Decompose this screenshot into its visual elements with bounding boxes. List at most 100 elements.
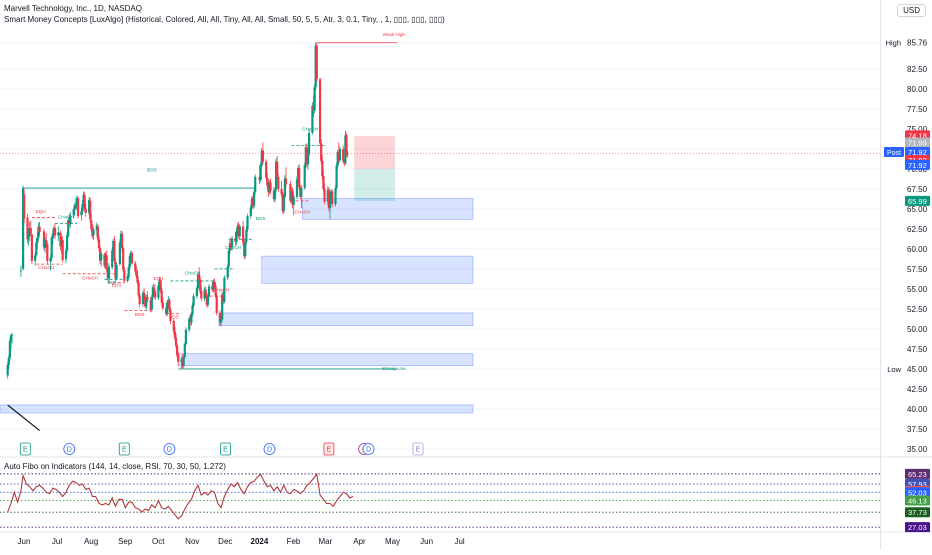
candle-body	[211, 286, 214, 290]
price-axis-label-bg	[905, 137, 930, 148]
candle	[313, 84, 316, 114]
order-block-zone	[177, 353, 474, 367]
event-marker-letter: E	[122, 447, 127, 454]
time-tick-label: Feb	[287, 537, 301, 546]
event-marker[interactable]: D	[63, 443, 76, 455]
candle	[200, 285, 203, 301]
candle	[11, 332, 14, 344]
candle-body	[80, 211, 83, 216]
event-marker[interactable]: D	[263, 443, 276, 455]
candle	[273, 187, 277, 203]
price-tick-label: 60.00	[907, 245, 928, 254]
candle	[265, 159, 268, 181]
candle-body	[121, 233, 124, 249]
candle-body	[334, 188, 337, 205]
candle-body	[323, 188, 326, 202]
candle-body	[306, 154, 310, 165]
candle	[122, 246, 125, 273]
candle	[215, 292, 218, 316]
candle	[166, 300, 169, 317]
event-marker[interactable]: D	[362, 443, 375, 455]
candle-body	[223, 277, 226, 302]
price-tick-label: 42.50	[907, 385, 928, 394]
event-marker[interactable]: E	[220, 442, 231, 456]
candle	[218, 310, 222, 326]
rsi-axis-label: 27.03	[905, 522, 930, 533]
candle	[298, 164, 301, 190]
candle-body	[300, 188, 303, 197]
candle-body	[242, 226, 245, 243]
candle	[319, 77, 322, 146]
order-block-zone	[0, 404, 474, 414]
event-marker[interactable]: E	[19, 442, 31, 456]
event-marker-shape	[63, 443, 76, 455]
rsi-line	[7, 472, 354, 520]
smc-label: BOS	[112, 283, 122, 288]
candle-body	[261, 150, 264, 162]
candle-body	[303, 164, 306, 189]
candle	[320, 139, 323, 165]
candle	[338, 146, 341, 163]
candle	[177, 351, 180, 366]
candle-body	[319, 79, 322, 144]
candle-body	[146, 296, 149, 301]
candle	[9, 333, 13, 349]
candle	[137, 280, 140, 298]
event-marker-shape	[19, 442, 31, 456]
event-marker-letter: D	[67, 447, 72, 454]
candle-body	[173, 331, 176, 338]
smc-label: CHoCH	[38, 265, 54, 270]
event-marker-letter: D	[167, 447, 172, 454]
candle-body	[183, 344, 186, 357]
candle-body	[6, 364, 9, 376]
smc-label: BOS	[147, 167, 157, 172]
order-block-zone	[218, 312, 474, 327]
time-tick-label: Sep	[118, 537, 133, 546]
event-marker[interactable]: E	[323, 442, 335, 456]
candle-body	[276, 161, 279, 177]
candle	[57, 226, 60, 241]
event-marker[interactable]: E	[412, 442, 424, 456]
candle	[84, 204, 87, 217]
candle-body	[205, 296, 208, 305]
smc-label: CHoCH	[213, 287, 229, 292]
price-tick-label: 65.00	[907, 205, 928, 214]
event-marker[interactable]: D	[163, 443, 176, 455]
price-axis-label-text: 65.99	[908, 197, 927, 206]
smc-indicator-legend[interactable]: Smart Money Concepts [LuxAlgo] (Historic…	[4, 15, 445, 24]
candle-body	[36, 237, 39, 243]
candle	[254, 174, 257, 195]
candle-body	[57, 232, 60, 236]
price-tick-label: 35.00	[907, 445, 928, 454]
fibo-indicator-legend[interactable]: Auto Fibo on Indicators (144, 14, close,…	[4, 462, 226, 471]
candle-body	[277, 176, 280, 189]
candle	[346, 150, 349, 158]
candle	[50, 236, 53, 261]
candle-body	[265, 161, 268, 178]
candle	[322, 169, 325, 192]
candle-body	[221, 294, 224, 320]
candle-body	[199, 279, 202, 292]
event-marker-shape	[220, 442, 231, 456]
candle-body	[195, 288, 198, 297]
currency-badge[interactable]: USD	[897, 4, 926, 17]
candle-body	[11, 334, 14, 336]
candle	[113, 236, 116, 264]
candle-body	[152, 287, 156, 292]
order-block-zone	[302, 198, 474, 220]
candle-body	[105, 255, 108, 270]
candle	[282, 193, 285, 214]
candle	[8, 338, 11, 361]
candle	[284, 167, 288, 188]
candle	[321, 155, 324, 180]
price-axis-label-bg	[905, 195, 930, 206]
price-axis-label-bg	[905, 147, 930, 158]
time-tick-label: Mar	[319, 537, 333, 546]
candle-body	[273, 189, 277, 200]
price-tick-label: 50.00	[907, 325, 928, 334]
price-axis-label: 71.92	[905, 159, 930, 170]
event-marker[interactable]: E	[118, 442, 130, 456]
price-tick-label: 37.50	[907, 425, 928, 434]
